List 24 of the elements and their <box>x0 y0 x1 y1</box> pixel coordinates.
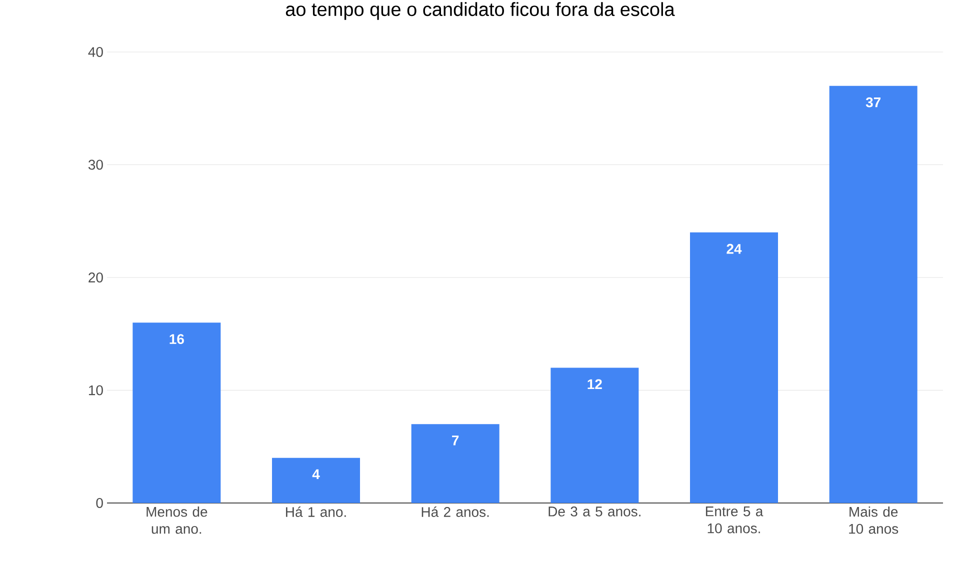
x-tick-label: De 3 a 5 anos. <box>548 506 640 516</box>
bar <box>132 322 221 503</box>
data-label: 12 <box>588 379 602 389</box>
data-label: 37 <box>866 97 881 108</box>
data-label: 7 <box>452 436 459 446</box>
x-tick-label: Há 1 ano. <box>286 506 346 517</box>
bar <box>550 368 639 503</box>
y-tick-label: 0 <box>96 498 103 508</box>
bar <box>411 424 500 503</box>
bar <box>829 86 918 503</box>
y-tick-label: 40 <box>88 47 103 57</box>
bar <box>690 232 778 503</box>
x-tick-label: Há 2 anos. <box>422 506 489 517</box>
x-tick-label: Entre 5 a 10 anos. <box>706 506 764 534</box>
bar <box>272 458 360 503</box>
y-tick-label: 20 <box>88 272 103 282</box>
x-tick-label: Menos de um ano. <box>146 506 208 534</box>
data-label: 24 <box>726 244 742 254</box>
data-label: 16 <box>170 334 184 344</box>
y-tick-label: 10 <box>88 385 103 396</box>
chart-title: ao tempo que o candidato ficou fora da escola <box>286 2 675 20</box>
y-tick-label: 30 <box>88 160 103 170</box>
x-tick-label: Mais de 10 anos <box>849 506 898 534</box>
data-label: 4 <box>312 469 320 480</box>
